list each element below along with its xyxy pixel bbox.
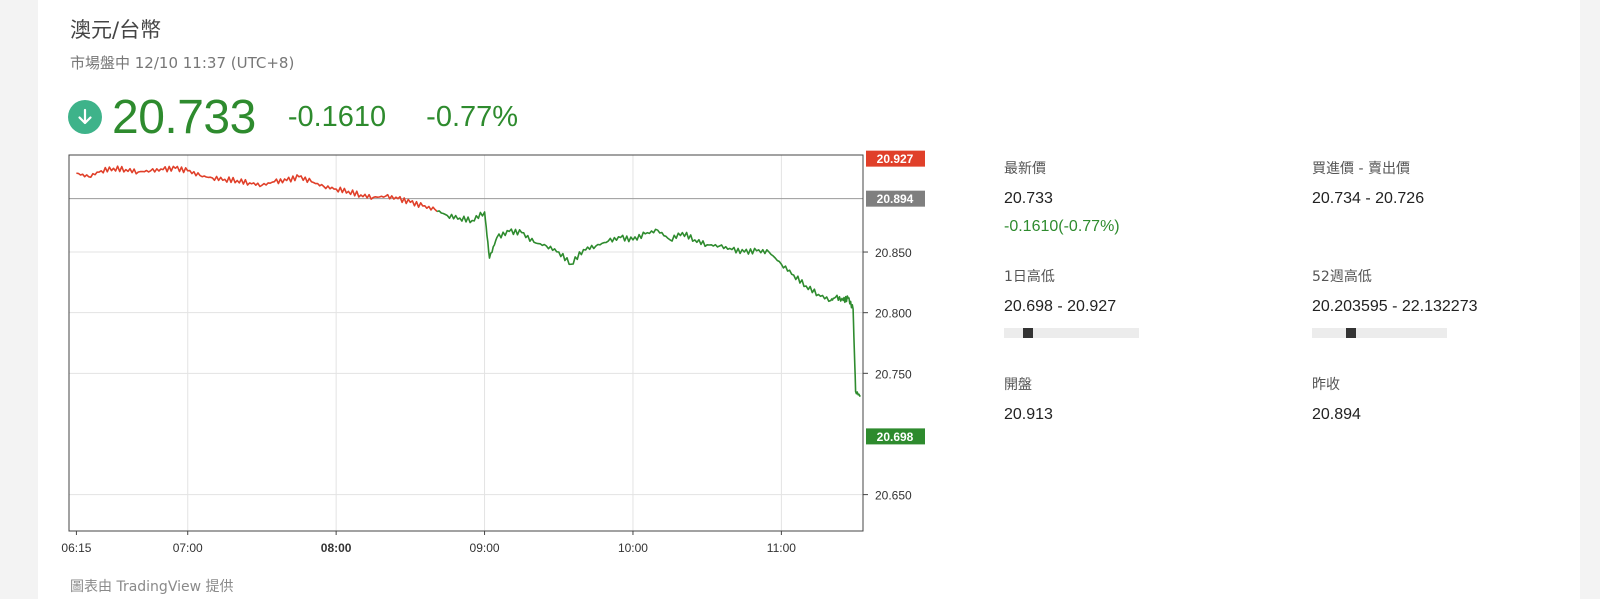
x-tick-label: 10:00 bbox=[618, 541, 648, 555]
prev-close-tag: 20.894 bbox=[877, 192, 914, 206]
intraday-chart[interactable]: 20.650 20.750 20.800 20.850 06:15 07:00 08:00… bbox=[0, 150, 940, 575]
x-tick-label: 11:00 bbox=[767, 541, 796, 555]
price-change: -0.1610 bbox=[287, 100, 387, 133]
stat-day-label: 1日高低 bbox=[1004, 269, 1055, 285]
x-tick-label: 07:00 bbox=[173, 541, 203, 555]
high-price-tag-bg bbox=[866, 150, 925, 167]
stat-prev-value: 20.894 bbox=[1312, 406, 1361, 423]
market-status: 市場盤中 12/10 11:37 (UTC+8) bbox=[70, 54, 295, 72]
y-tick-label: 20.850 bbox=[875, 246, 912, 260]
day-range-bar bbox=[1004, 328, 1139, 338]
prev-close-tag-bg bbox=[866, 190, 925, 207]
stat-bidask-value: 20.734 - 20.726 bbox=[1312, 190, 1425, 207]
chart-grid bbox=[69, 155, 863, 531]
low-price-tag: 20.698 bbox=[877, 430, 914, 444]
stat-open-label: 開盤 bbox=[1004, 377, 1032, 393]
x-axis: 06:15 07:00 08:00 09:00 10:00 11:00 bbox=[61, 531, 796, 555]
y-tick-label: 20.650 bbox=[875, 489, 912, 503]
stat-52w-value: 20.203595 - 22.132273 bbox=[1312, 298, 1478, 315]
stat-52w-range: 52週高低 20.203595 - 22.132273 bbox=[1312, 266, 1477, 338]
stat-52w-label: 52週高低 bbox=[1312, 269, 1372, 285]
stat-last-value: 20.733 bbox=[1004, 190, 1053, 207]
week52-range-bar bbox=[1312, 328, 1447, 338]
stat-open: 開盤 20.913 bbox=[1004, 374, 1053, 424]
stat-last-label: 最新價 bbox=[1004, 161, 1046, 177]
page-title: 澳元/台幣 bbox=[70, 18, 162, 42]
y-axis: 20.650 20.750 20.800 20.850 bbox=[863, 246, 912, 503]
day-range-marker bbox=[1022, 328, 1033, 338]
right-gutter bbox=[1580, 0, 1600, 599]
last-price: 20.733 bbox=[112, 90, 256, 144]
left-gutter bbox=[0, 0, 38, 599]
price-change-percent: -0.77% bbox=[426, 100, 519, 133]
high-price-tag: 20.927 bbox=[877, 152, 914, 166]
stat-open-value: 20.913 bbox=[1004, 406, 1053, 423]
stat-prev-label: 昨收 bbox=[1312, 377, 1340, 393]
stat-day-range: 1日高低 20.698 - 20.927 bbox=[1004, 266, 1139, 338]
quote-row: 20.733 -0.1610 -0.77% bbox=[68, 90, 518, 144]
stat-last-change: -0.1610(-0.77%) bbox=[1004, 218, 1120, 235]
stat-bidask-label: 買進價 - 賣出價 bbox=[1312, 161, 1410, 177]
low-price-tag-bg bbox=[866, 428, 925, 445]
x-tick-label: 06:15 bbox=[61, 541, 91, 555]
y-tick-label: 20.800 bbox=[875, 307, 912, 321]
stat-last: 最新價 20.733 -0.1610(-0.77%) bbox=[1004, 158, 1120, 236]
week52-range-marker bbox=[1345, 328, 1356, 338]
stat-prev-close: 昨收 20.894 bbox=[1312, 374, 1361, 424]
chart-credit: 圖表由 TradingView 提供 bbox=[70, 579, 234, 595]
stat-bidask: 買進價 - 賣出價 20.734 - 20.726 bbox=[1312, 158, 1424, 208]
price-line-up bbox=[76, 165, 438, 213]
x-tick-label: 09:00 bbox=[470, 541, 500, 555]
price-line-down bbox=[436, 210, 861, 398]
stat-day-value: 20.698 - 20.927 bbox=[1004, 298, 1117, 315]
chart-frame bbox=[68, 154, 864, 532]
x-tick-label: 08:00 bbox=[321, 541, 352, 555]
arrow-down-icon bbox=[68, 100, 102, 134]
price-tags: 20.927 20.894 20.698 bbox=[866, 150, 925, 445]
price-series bbox=[76, 165, 861, 398]
y-tick-label: 20.750 bbox=[875, 367, 912, 381]
